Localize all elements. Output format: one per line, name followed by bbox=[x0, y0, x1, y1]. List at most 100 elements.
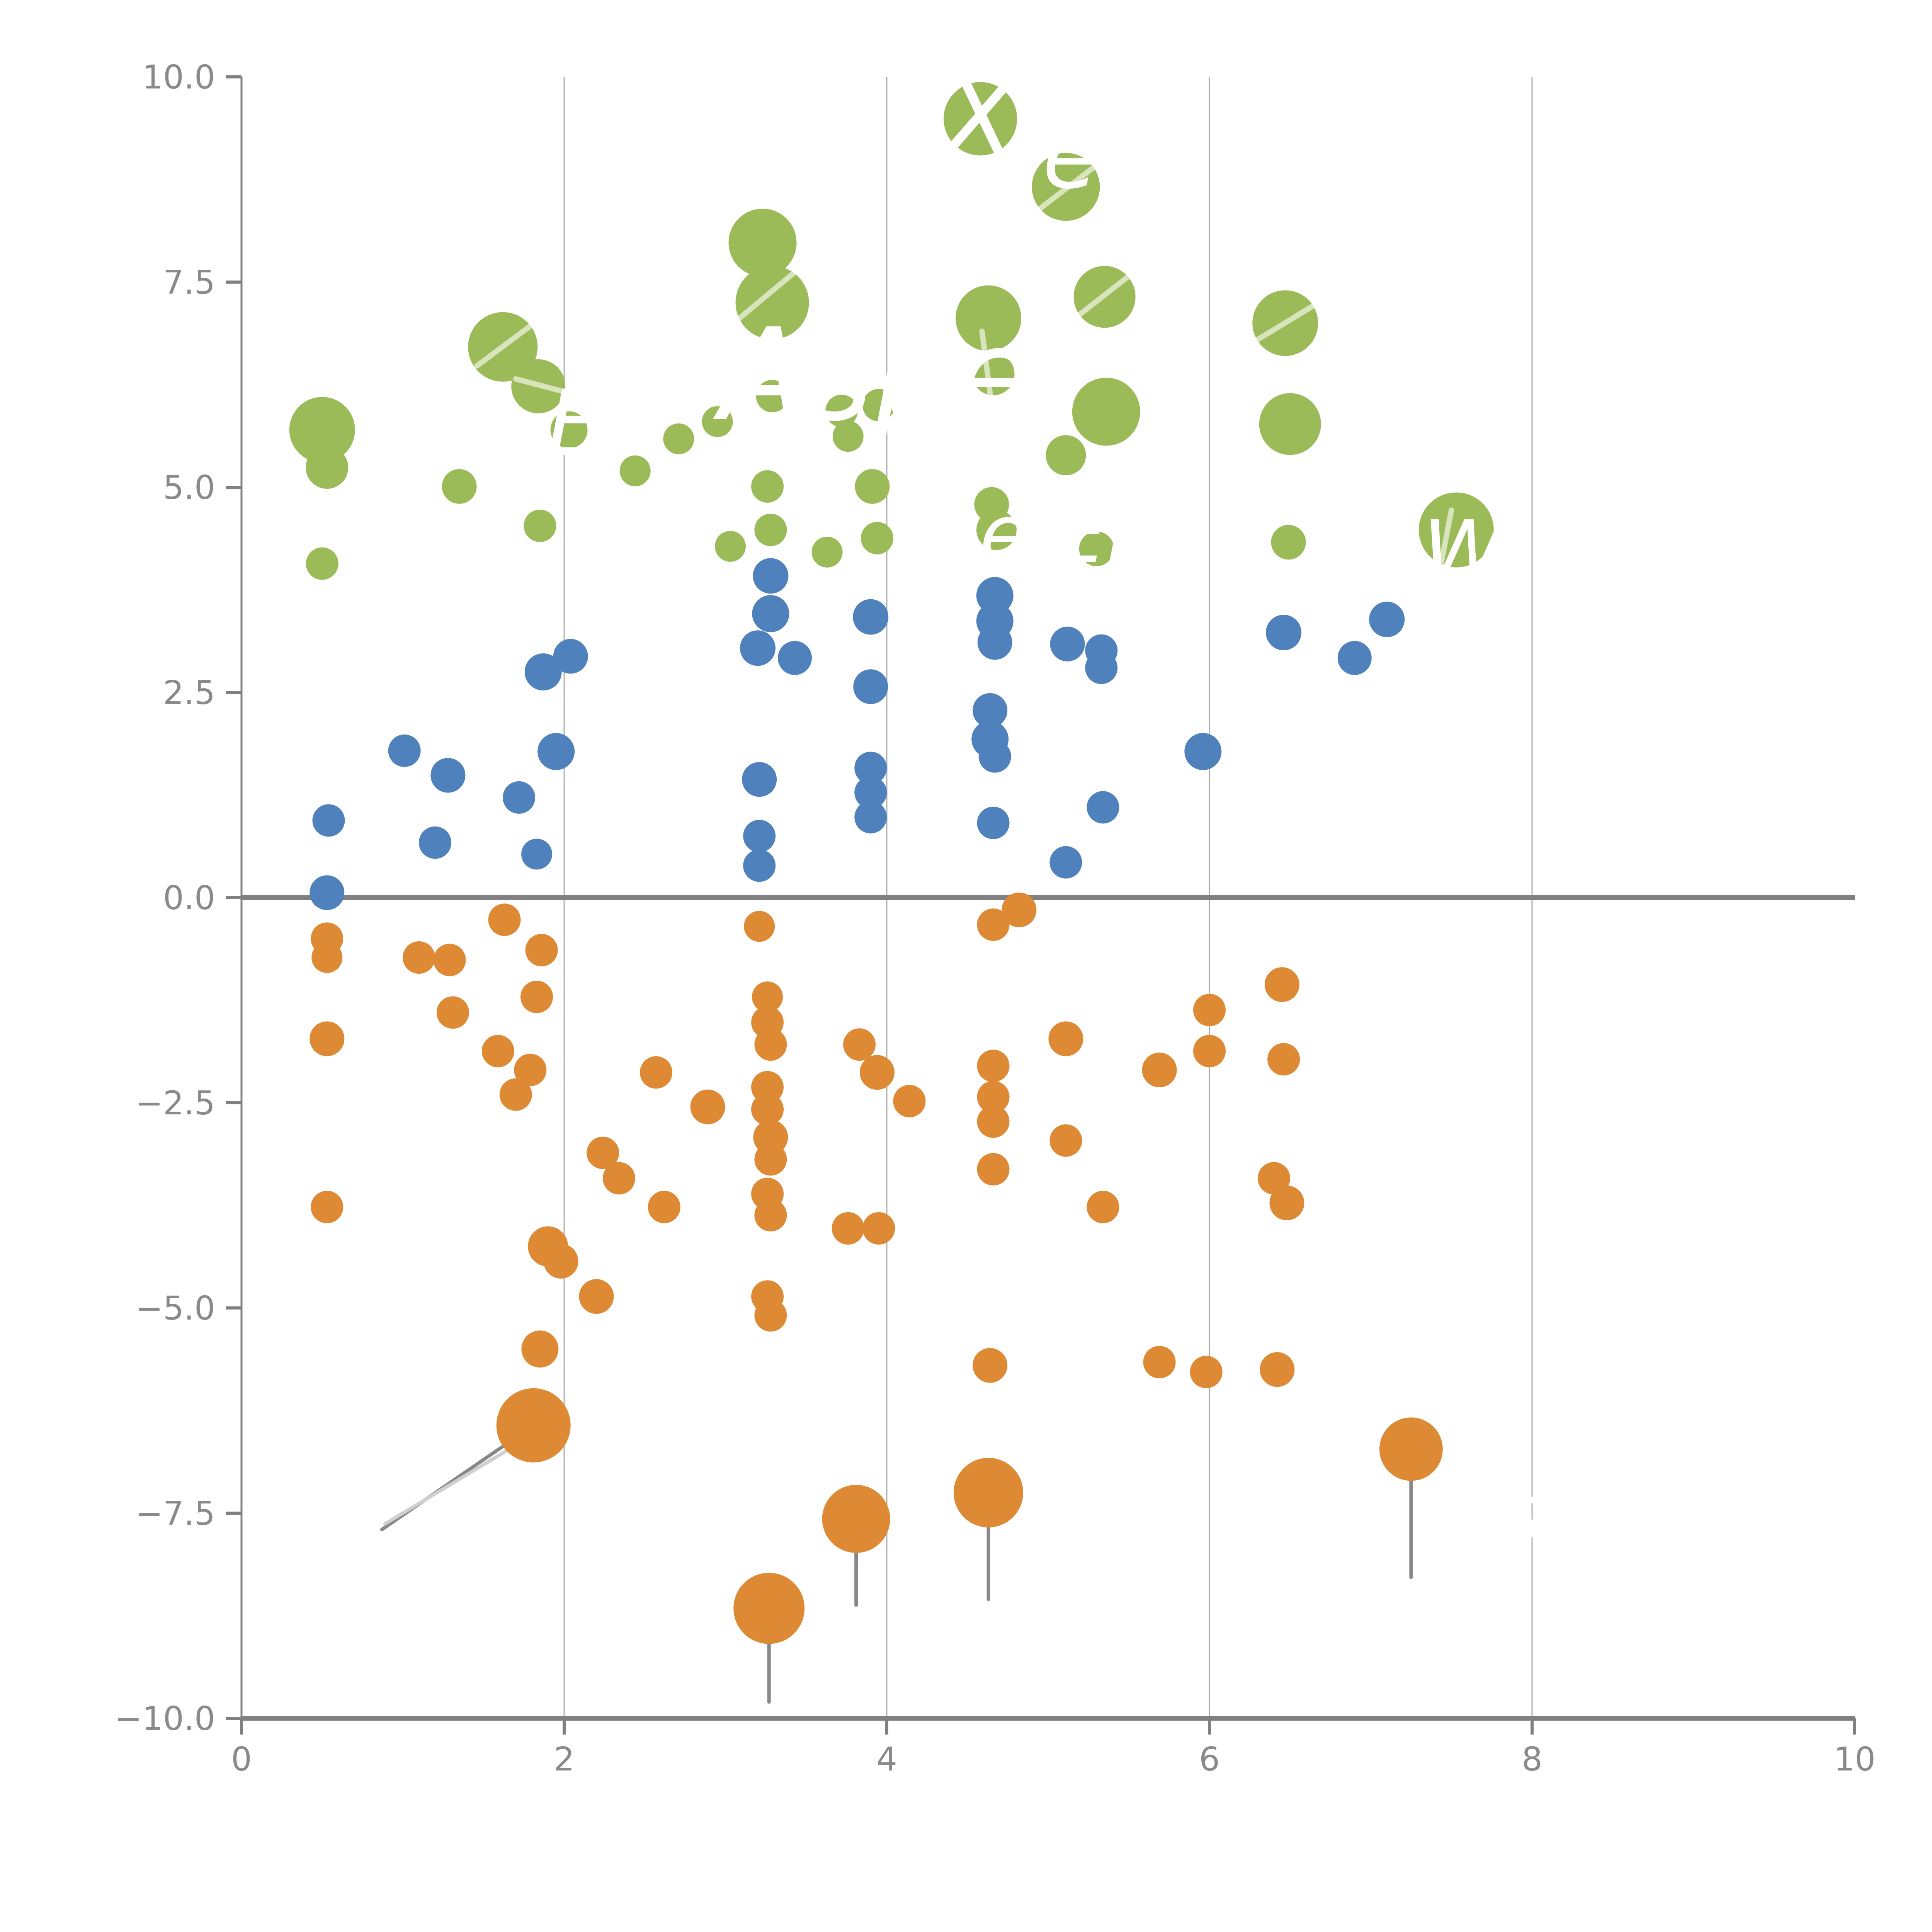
orange-bubbles-point-55 bbox=[973, 1348, 1008, 1383]
blue-bubbles-point-13 bbox=[1369, 601, 1405, 637]
blue-bubbles-point-29 bbox=[503, 781, 536, 814]
orange-bubbles-point-17 bbox=[1048, 1021, 1083, 1056]
leader-line-white-2 bbox=[1032, 156, 1107, 215]
orange-bubbles-point-30 bbox=[690, 1089, 725, 1124]
blue-bubbles-point-0 bbox=[753, 558, 789, 594]
y-tick-label--10: −10.0 bbox=[115, 1700, 215, 1738]
annotation-label-3: El bbox=[547, 371, 629, 476]
orange-bubbles-point-33 bbox=[977, 1105, 1010, 1138]
leader-line-white-8 bbox=[513, 376, 602, 404]
y-tick-label-7.5: 7.5 bbox=[163, 264, 215, 302]
orange-bubbles-point-12 bbox=[752, 981, 783, 1013]
orange-bubbles-point-51 bbox=[579, 1279, 614, 1314]
orange-bubbles-point-36 bbox=[754, 1143, 787, 1176]
blue-bubbles-point-28 bbox=[1087, 791, 1119, 824]
green-bubbles-point-30 bbox=[861, 522, 893, 554]
orange-bubbles-point-27 bbox=[499, 1078, 532, 1111]
orange-bubbles-point-29 bbox=[751, 1093, 784, 1126]
annotation-label-0: X bbox=[939, 57, 1018, 180]
orange-bubbles-point-42 bbox=[754, 1199, 787, 1231]
blue-bubbles-point-12 bbox=[1337, 641, 1372, 675]
y-tick-label--2.5: −2.5 bbox=[136, 1084, 215, 1122]
orange-bubbles-point-46 bbox=[311, 1190, 344, 1223]
orange-bubbles-point-50 bbox=[543, 1243, 578, 1279]
green-bubbles-point-10 bbox=[1072, 378, 1140, 446]
x-tick-label-8: 8 bbox=[1522, 1740, 1543, 1779]
leader-line-gray-1 bbox=[383, 1447, 511, 1526]
green-bubbles-point-35 bbox=[1271, 525, 1306, 560]
green-bubbles-point-21 bbox=[619, 455, 651, 486]
leader-line-white-0 bbox=[956, 111, 1172, 177]
annotation-label-5: W bbox=[1423, 502, 1508, 599]
orange-bubbles-point-24 bbox=[639, 1056, 672, 1089]
blue-bubbles-point-26 bbox=[854, 776, 887, 809]
orange-bubbles-point-56 bbox=[1143, 1346, 1176, 1379]
blue-bubbles-point-24 bbox=[742, 762, 777, 797]
green-bubbles-point-33 bbox=[976, 510, 1017, 550]
y-tick-label-10: 10.0 bbox=[142, 58, 215, 97]
green-bubbles-point-12 bbox=[289, 397, 355, 463]
blue-bubbles-point-21 bbox=[537, 733, 575, 770]
blue-bubbles-point-36 bbox=[1049, 846, 1082, 879]
orange-bubbles-point-1 bbox=[1002, 892, 1037, 927]
green-bubbles-point-17 bbox=[862, 389, 895, 422]
y-tick-label-5: 5.0 bbox=[163, 469, 215, 507]
x-tick-label-2: 2 bbox=[554, 1740, 575, 1779]
orange-bubbles-point-16 bbox=[1193, 993, 1226, 1026]
orange-bubbles-point-37 bbox=[587, 1136, 619, 1169]
blue-bubbles-point-34 bbox=[977, 806, 1010, 839]
orange-bubbles-point-31 bbox=[977, 1081, 1010, 1114]
blue-bubbles-point-19 bbox=[978, 740, 1011, 773]
green-bubbles-point-28 bbox=[715, 531, 746, 562]
orange-bubbles-point-61 bbox=[954, 1458, 1024, 1527]
green-bubbles-point-14 bbox=[550, 411, 588, 449]
green-bubbles-point-15 bbox=[756, 380, 789, 413]
green-bubbles-point-20 bbox=[1046, 435, 1086, 476]
green-bubbles-point-9 bbox=[972, 352, 1015, 395]
green-bubbles-point-29 bbox=[811, 536, 843, 568]
orange-bubbles-point-0 bbox=[488, 903, 521, 936]
leader-line-white-1 bbox=[726, 247, 825, 330]
orange-bubbles-point-2 bbox=[977, 908, 1010, 941]
green-bubbles-point-18 bbox=[663, 423, 694, 454]
green-bubbles-point-22 bbox=[442, 469, 477, 504]
blue-bubbles-point-3 bbox=[778, 641, 812, 675]
leader-line-white-6 bbox=[979, 328, 1004, 482]
blue-bubbles-point-37 bbox=[310, 875, 345, 910]
green-bubbles-point-24 bbox=[832, 421, 864, 452]
orange-bubbles-point-14 bbox=[754, 1028, 787, 1061]
orange-bubbles-point-53 bbox=[754, 1299, 787, 1332]
blue-bubbles-point-5 bbox=[976, 577, 1014, 614]
orange-bubbles-point-60 bbox=[1379, 1417, 1443, 1481]
orange-bubbles-point-10 bbox=[1264, 967, 1299, 1002]
blue-bubbles-point-10 bbox=[1085, 651, 1118, 684]
blue-bubbles-point-7 bbox=[977, 625, 1012, 660]
green-bubbles-point-27 bbox=[524, 509, 556, 542]
orange-bubbles-point-19 bbox=[514, 1054, 547, 1087]
orange-bubbles-point-47 bbox=[832, 1212, 864, 1245]
blue-bubbles-point-31 bbox=[419, 826, 451, 859]
green-bubbles-point-0 bbox=[944, 82, 1017, 156]
blue-bubbles-point-8 bbox=[1050, 626, 1085, 662]
green-bubbles-point-25 bbox=[855, 469, 890, 504]
blue-bubbles-point-32 bbox=[743, 820, 776, 852]
blue-bubbles-point-2 bbox=[740, 630, 776, 666]
orange-bubbles-point-58 bbox=[1260, 1352, 1295, 1387]
blue-bubbles-point-14 bbox=[524, 653, 562, 690]
green-bubbles-point-3 bbox=[735, 266, 809, 340]
orange-bubbles-point-38 bbox=[977, 1153, 1010, 1186]
orange-bubbles-point-9 bbox=[520, 981, 553, 1014]
orange-bubbles-point-45 bbox=[1269, 1185, 1304, 1221]
x-tick-label-10: 10 bbox=[1834, 1740, 1876, 1779]
orange-bubbles-point-25 bbox=[859, 1055, 895, 1090]
green-bubbles-point-5 bbox=[956, 285, 1022, 351]
y-tick-label-2.5: 2.5 bbox=[163, 674, 215, 712]
y-tick-label-0: 0.0 bbox=[163, 879, 215, 917]
green-bubbles-point-34 bbox=[1079, 531, 1114, 566]
blue-bubbles-point-22 bbox=[388, 734, 421, 767]
blue-bubbles-point-16 bbox=[853, 669, 888, 704]
blue-bubbles-point-4 bbox=[853, 599, 889, 635]
leader-line-white-3 bbox=[1074, 267, 1140, 320]
blue-bubbles-point-11 bbox=[1266, 614, 1302, 650]
